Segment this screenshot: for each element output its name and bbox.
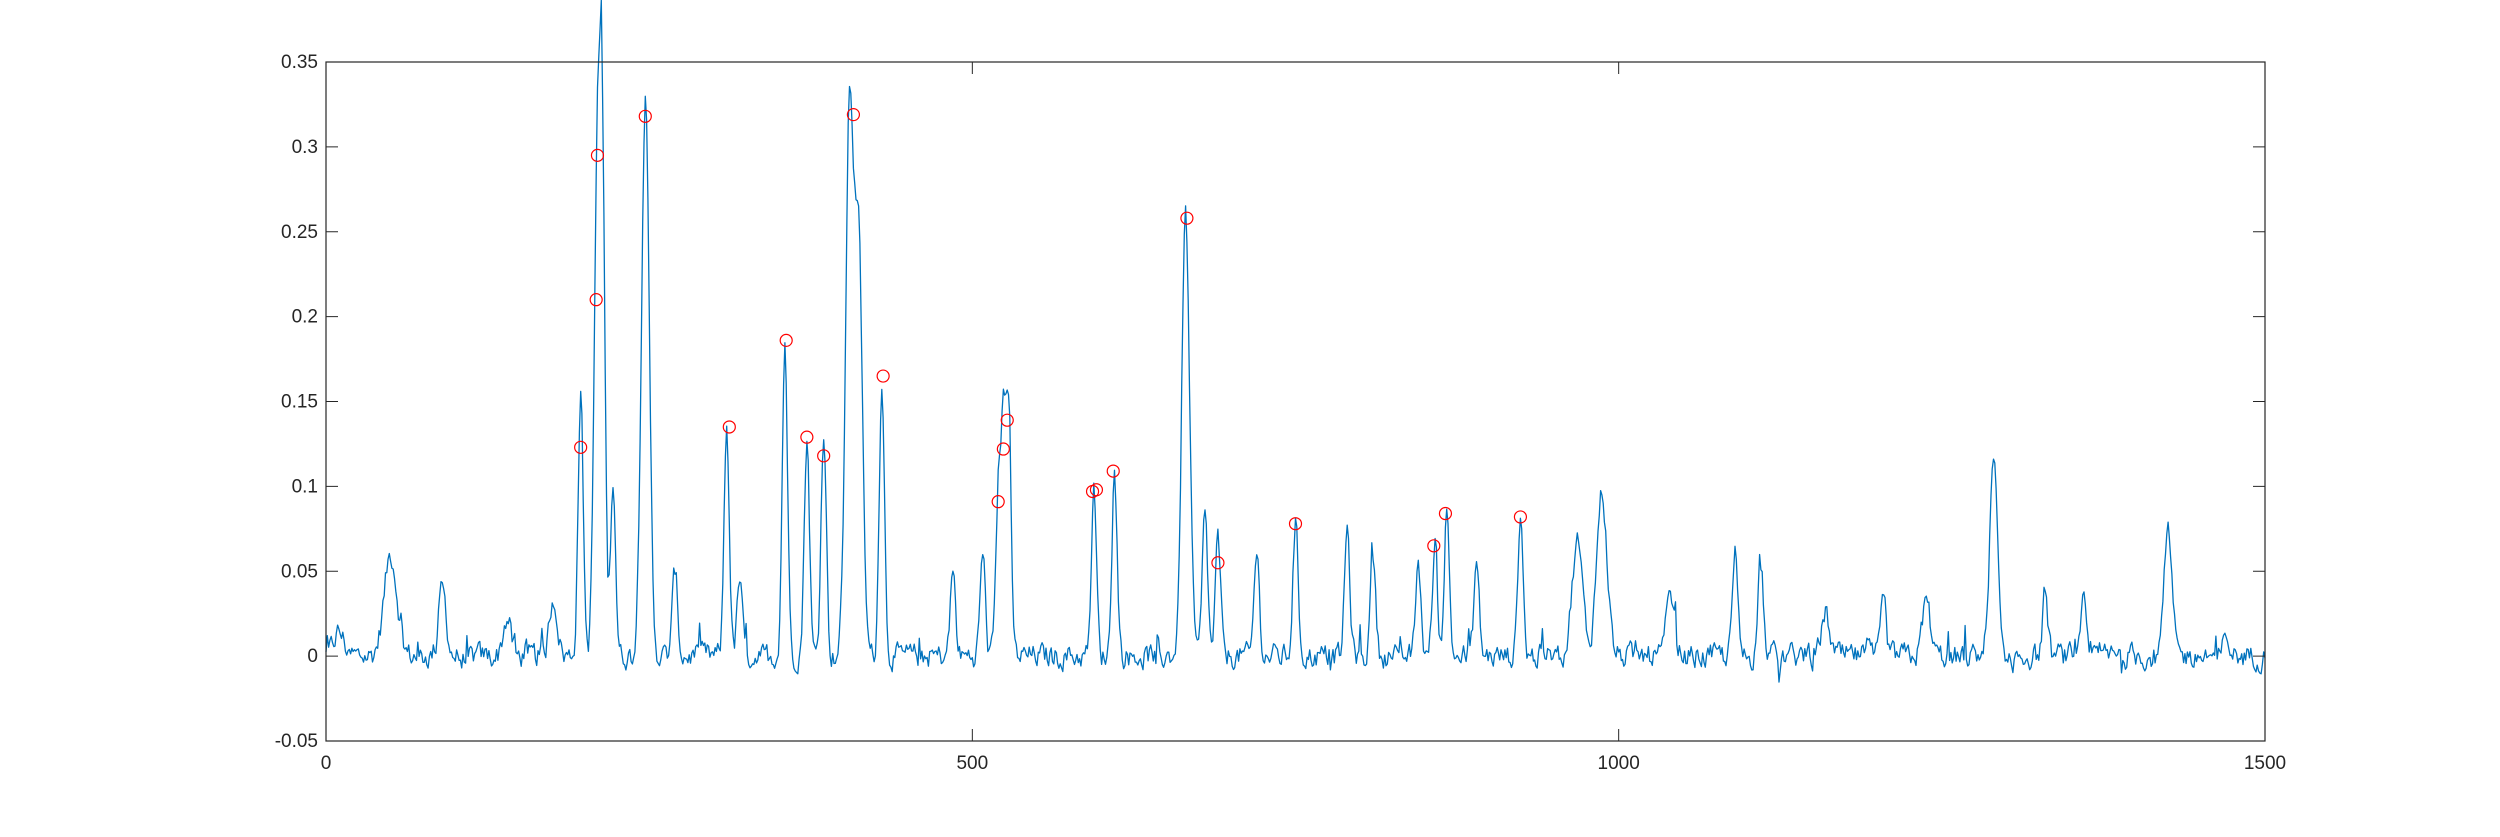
x-tick-label: 500: [956, 753, 988, 774]
peak-marker: [1089, 483, 1104, 497]
peak-marker: [1180, 211, 1194, 225]
y-tick-label: 0.35: [281, 52, 318, 73]
peak-marker: [574, 440, 588, 454]
x-tick-label: 1500: [2244, 753, 2286, 774]
x-tick-label: 0: [321, 753, 332, 774]
peak-marker-layer: [574, 108, 1528, 570]
peak-marker: [996, 442, 1010, 456]
peak-marker: [1427, 539, 1441, 553]
y-tick-label: 0.15: [281, 392, 318, 413]
plot-area: [326, 62, 2265, 741]
plot-background: [326, 62, 2265, 741]
peak-marker: [722, 420, 736, 434]
peak-marker: [590, 148, 605, 162]
y-tick-label: 0.2: [292, 307, 318, 328]
peak-marker: [1438, 506, 1453, 521]
y-tick-label: 0.3: [292, 137, 318, 158]
x-tick-label: 1000: [1598, 753, 1640, 774]
peak-marker: [589, 293, 603, 307]
peak-marker: [1211, 556, 1225, 570]
y-tick-label: -0.05: [275, 731, 318, 752]
y-tick-label: 0.1: [292, 476, 318, 497]
peak-marker: [800, 430, 814, 444]
peak-marker: [1000, 413, 1014, 427]
peak-marker: [779, 333, 793, 347]
y-tick-label: 0.25: [281, 222, 318, 243]
peak-marker: [876, 369, 890, 383]
peak-marker: [817, 449, 831, 463]
y-tick-label: 0.05: [281, 561, 318, 582]
peak-marker: [638, 109, 652, 123]
axes: 0 500 1000 1500-0.0500.050.10.150.20.250.30…: [275, 52, 2286, 774]
peak-marker: [846, 108, 861, 122]
peak-marker: [991, 495, 1005, 509]
peak-marker: [1513, 510, 1528, 524]
peak-marker: [1106, 464, 1120, 478]
peak-marker: [1288, 517, 1303, 531]
y-tick-label: 0: [307, 646, 318, 667]
